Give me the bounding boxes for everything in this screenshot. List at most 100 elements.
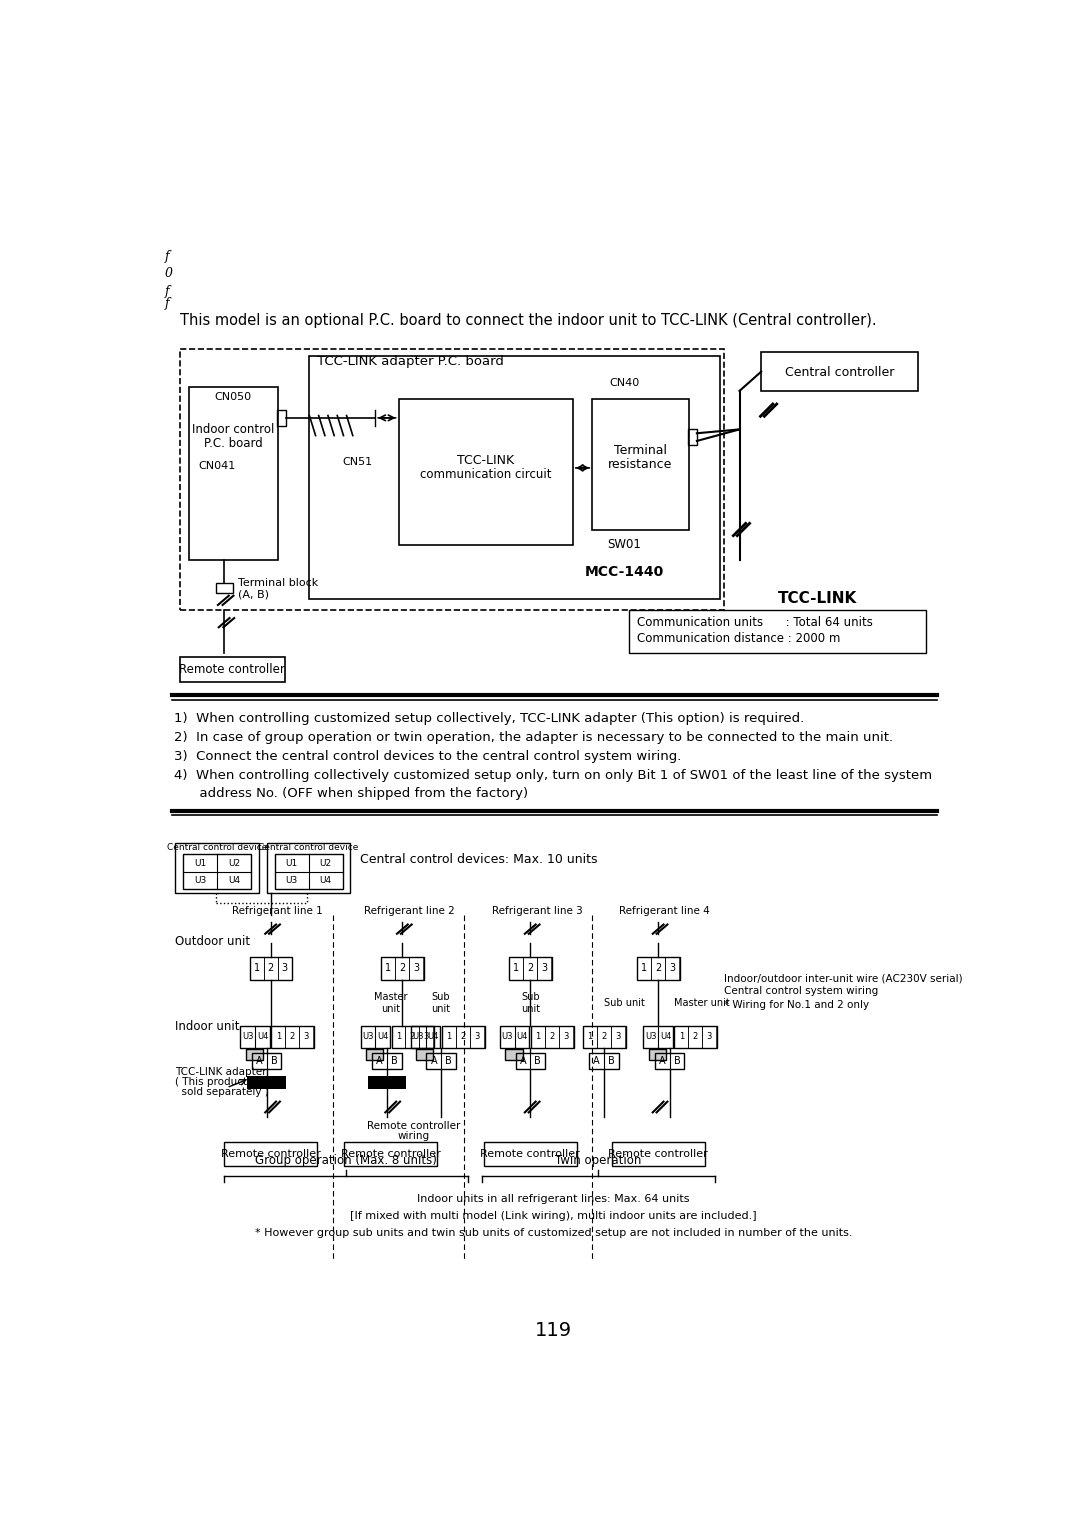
Text: TCC-LINK adapter: TCC-LINK adapter [175, 1068, 267, 1077]
Bar [392, 1026, 405, 1048]
Text: A: A [659, 1055, 665, 1066]
Bar [180, 349, 724, 610]
Bar [674, 1026, 717, 1048]
Text: 1: 1 [446, 1032, 451, 1042]
Text: 2: 2 [409, 1032, 415, 1042]
Text: This model is an optional P.C. board to connect the indoor unit to TCC-LINK (Cen: This model is an optional P.C. board to … [180, 313, 877, 328]
Text: Remote controller: Remote controller [341, 1148, 441, 1159]
Bar [637, 956, 679, 981]
Bar [419, 1026, 433, 1048]
Text: 1: 1 [513, 964, 519, 973]
Text: 0: 0 [164, 267, 173, 281]
Text: Central controller: Central controller [785, 366, 894, 378]
Bar [247, 1077, 286, 1089]
Bar [597, 1026, 611, 1048]
Text: 3: 3 [541, 964, 548, 973]
Bar [702, 1026, 716, 1048]
Bar [649, 1049, 666, 1060]
Text: 1: 1 [386, 964, 391, 973]
Bar [761, 352, 918, 390]
Text: Remote controller: Remote controller [220, 1148, 321, 1159]
Bar [395, 956, 409, 981]
Bar [688, 1026, 702, 1048]
Text: B: B [674, 1055, 680, 1066]
Text: 1: 1 [275, 1032, 281, 1042]
Text: CN041: CN041 [199, 462, 235, 471]
Text: 3: 3 [414, 964, 419, 973]
Text: Outdoor unit: Outdoor unit [175, 935, 251, 949]
Text: A: A [593, 1055, 599, 1066]
Text: P.C. board: P.C. board [204, 436, 262, 450]
Text: U3: U3 [362, 1032, 374, 1042]
Text: 3: 3 [474, 1032, 480, 1042]
Text: 3: 3 [563, 1032, 568, 1042]
Text: Terminal: Terminal [613, 444, 666, 458]
Text: * Wiring for No.1 and 2 only: * Wiring for No.1 and 2 only [724, 999, 869, 1010]
Bar [510, 956, 552, 981]
Bar [405, 1026, 419, 1048]
Text: 2)  In case of group operation or twin operation, the adapter is necessary to be: 2) In case of group operation or twin op… [174, 730, 893, 744]
Bar [531, 1026, 573, 1048]
Bar [637, 956, 651, 981]
Text: TCC-LINK: TCC-LINK [779, 592, 858, 607]
Text: 1)  When controlling customized setup collectively, TCC-LINK adapter (This optio: 1) When controlling customized setup col… [174, 712, 804, 724]
Text: 2: 2 [460, 1032, 465, 1042]
Bar [656, 1054, 685, 1069]
Bar [241, 1026, 270, 1048]
Text: f: f [164, 285, 170, 297]
Bar [409, 956, 423, 981]
Text: Remote controller: Remote controller [481, 1148, 580, 1159]
Bar [216, 584, 232, 593]
Bar [367, 1077, 406, 1089]
Text: U1: U1 [285, 859, 298, 868]
Text: Central control device: Central control device [258, 843, 359, 852]
Text: U4: U4 [428, 1032, 438, 1042]
Text: Sub unit: Sub unit [604, 997, 645, 1008]
Text: Communication distance : 2000 m: Communication distance : 2000 m [637, 633, 840, 645]
Text: * However group sub units and twin sub units of customized setup are not include: * However group sub units and twin sub u… [255, 1228, 852, 1238]
Text: B: B [535, 1055, 541, 1066]
Text: A: A [431, 1055, 437, 1066]
Text: A: A [256, 1055, 262, 1066]
Text: 2: 2 [527, 964, 534, 973]
Text: U4: U4 [228, 875, 240, 884]
Text: U4: U4 [660, 1032, 671, 1042]
Bar [361, 1026, 390, 1048]
Bar [175, 843, 259, 894]
Text: B: B [608, 1055, 615, 1066]
Text: 1: 1 [396, 1032, 401, 1042]
Text: communication circuit: communication circuit [419, 468, 551, 480]
Bar [470, 1026, 484, 1048]
Text: Refrigerant line 1: Refrigerant line 1 [232, 906, 323, 915]
Text: 3: 3 [423, 1032, 429, 1042]
Bar [484, 1142, 577, 1167]
Text: Refrigerant line 4: Refrigerant line 4 [619, 906, 711, 915]
Text: CN050: CN050 [215, 392, 252, 403]
Text: U4: U4 [320, 875, 332, 884]
Text: Twin operation: Twin operation [555, 1154, 642, 1168]
Bar [373, 1054, 402, 1069]
Bar [252, 1054, 282, 1069]
Bar [180, 657, 284, 682]
Bar [271, 1026, 314, 1048]
Text: (A, B): (A, B) [238, 590, 269, 599]
Text: MCC-1440: MCC-1440 [584, 564, 664, 580]
Bar [399, 398, 572, 544]
Text: Master
unit: Master unit [374, 993, 407, 1014]
Bar [278, 956, 292, 981]
Text: U3: U3 [413, 1032, 424, 1042]
Text: Sub
unit: Sub unit [521, 993, 540, 1014]
Text: 2: 2 [654, 964, 661, 973]
Text: Remote controller: Remote controller [179, 663, 285, 676]
Bar [416, 1049, 433, 1060]
Text: 2: 2 [400, 964, 405, 973]
Text: 1: 1 [536, 1032, 541, 1042]
Text: Sub
unit: Sub unit [432, 993, 450, 1014]
Bar [189, 387, 279, 560]
Bar [665, 956, 679, 981]
Text: SW01: SW01 [608, 538, 642, 552]
Bar [688, 430, 697, 445]
Bar [309, 357, 720, 599]
Bar [366, 1049, 383, 1060]
Bar [611, 1142, 704, 1167]
